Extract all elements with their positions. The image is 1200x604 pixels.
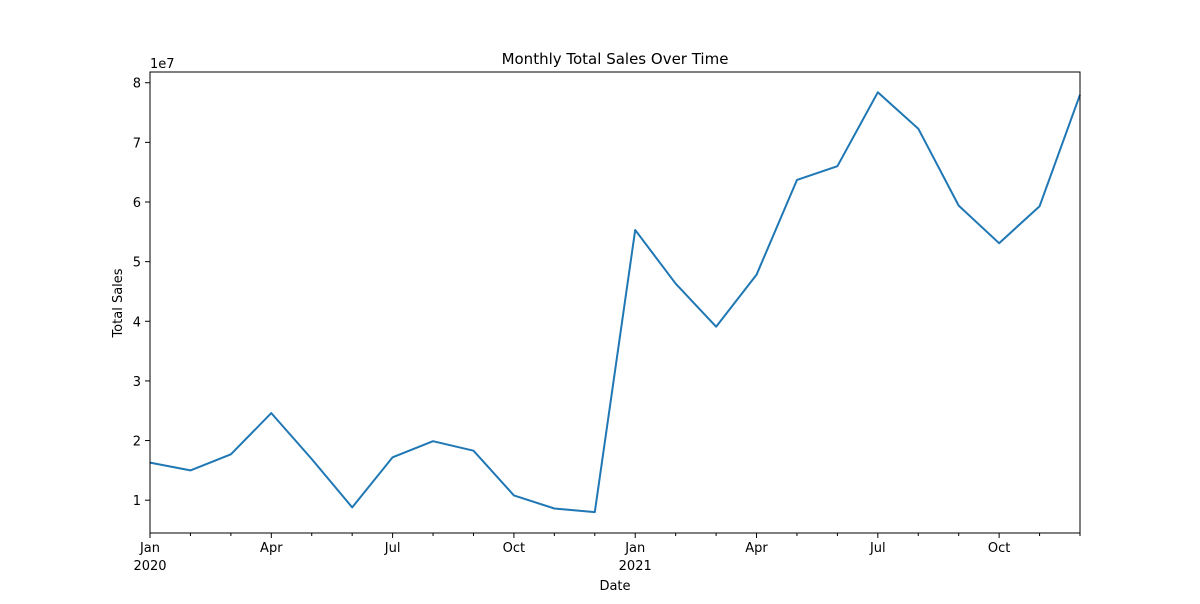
data-point: [837, 166, 838, 167]
data-point: [675, 283, 676, 284]
data-point: [230, 454, 231, 455]
data-point: [433, 441, 434, 442]
data-point: [352, 507, 353, 508]
data-point: [271, 413, 272, 414]
data-point: [1039, 206, 1040, 207]
y-tick-label: 7: [133, 136, 141, 151]
y-tick-label: 8: [133, 77, 141, 92]
x-tick-label: Oct: [988, 541, 1010, 556]
data-point: [716, 326, 717, 327]
y-tick-label: 3: [133, 375, 141, 390]
x-axis-label: Date: [599, 579, 630, 594]
data-point: [513, 495, 514, 496]
data-point: [190, 470, 191, 471]
x-tick-year-label: 2020: [133, 559, 166, 574]
x-tick-label: Oct: [503, 541, 525, 556]
series-layer: [149, 91, 1081, 514]
x-tick-label: Jul: [869, 541, 886, 556]
data-point: [311, 459, 312, 460]
data-point: [554, 508, 555, 509]
y-axis-ticks: 1 2 3 4 5 6 7 8: [133, 77, 150, 509]
data-point: [999, 243, 1000, 244]
x-tick-label: Jan: [139, 541, 160, 556]
x-tick-label: Jan: [624, 541, 645, 556]
x-tick-label: Apr: [260, 541, 283, 556]
y-tick-label: 4: [133, 315, 141, 330]
y-tick-label: 6: [133, 196, 141, 211]
y-axis-offset-label: 1e7: [150, 57, 175, 72]
x-axis-ticks: Jan 2020 Apr Jul Oct Jan 2021 Apr Jul Oct: [133, 533, 1081, 574]
chart-title: Monthly Total Sales Over Time: [502, 50, 729, 68]
y-tick-label: 1: [133, 494, 141, 509]
plot-area-frame: [149, 71, 1081, 534]
x-tick-label: Jul: [384, 541, 401, 556]
data-point: [392, 457, 393, 458]
series-line: [149, 91, 1081, 514]
data-point: [918, 128, 919, 129]
x-tick-year-label: 2021: [619, 559, 652, 574]
x-tick-label: Apr: [745, 541, 768, 556]
data-point: [473, 450, 474, 451]
data-point: [594, 512, 595, 513]
y-axis-label: Total Sales: [111, 268, 126, 338]
data-point: [635, 230, 636, 231]
data-point: [877, 92, 878, 93]
data-point: [796, 179, 797, 180]
y-tick-label: 2: [133, 435, 141, 450]
data-point: [756, 274, 757, 275]
y-tick-label: 5: [133, 256, 141, 271]
data-point: [958, 205, 959, 206]
